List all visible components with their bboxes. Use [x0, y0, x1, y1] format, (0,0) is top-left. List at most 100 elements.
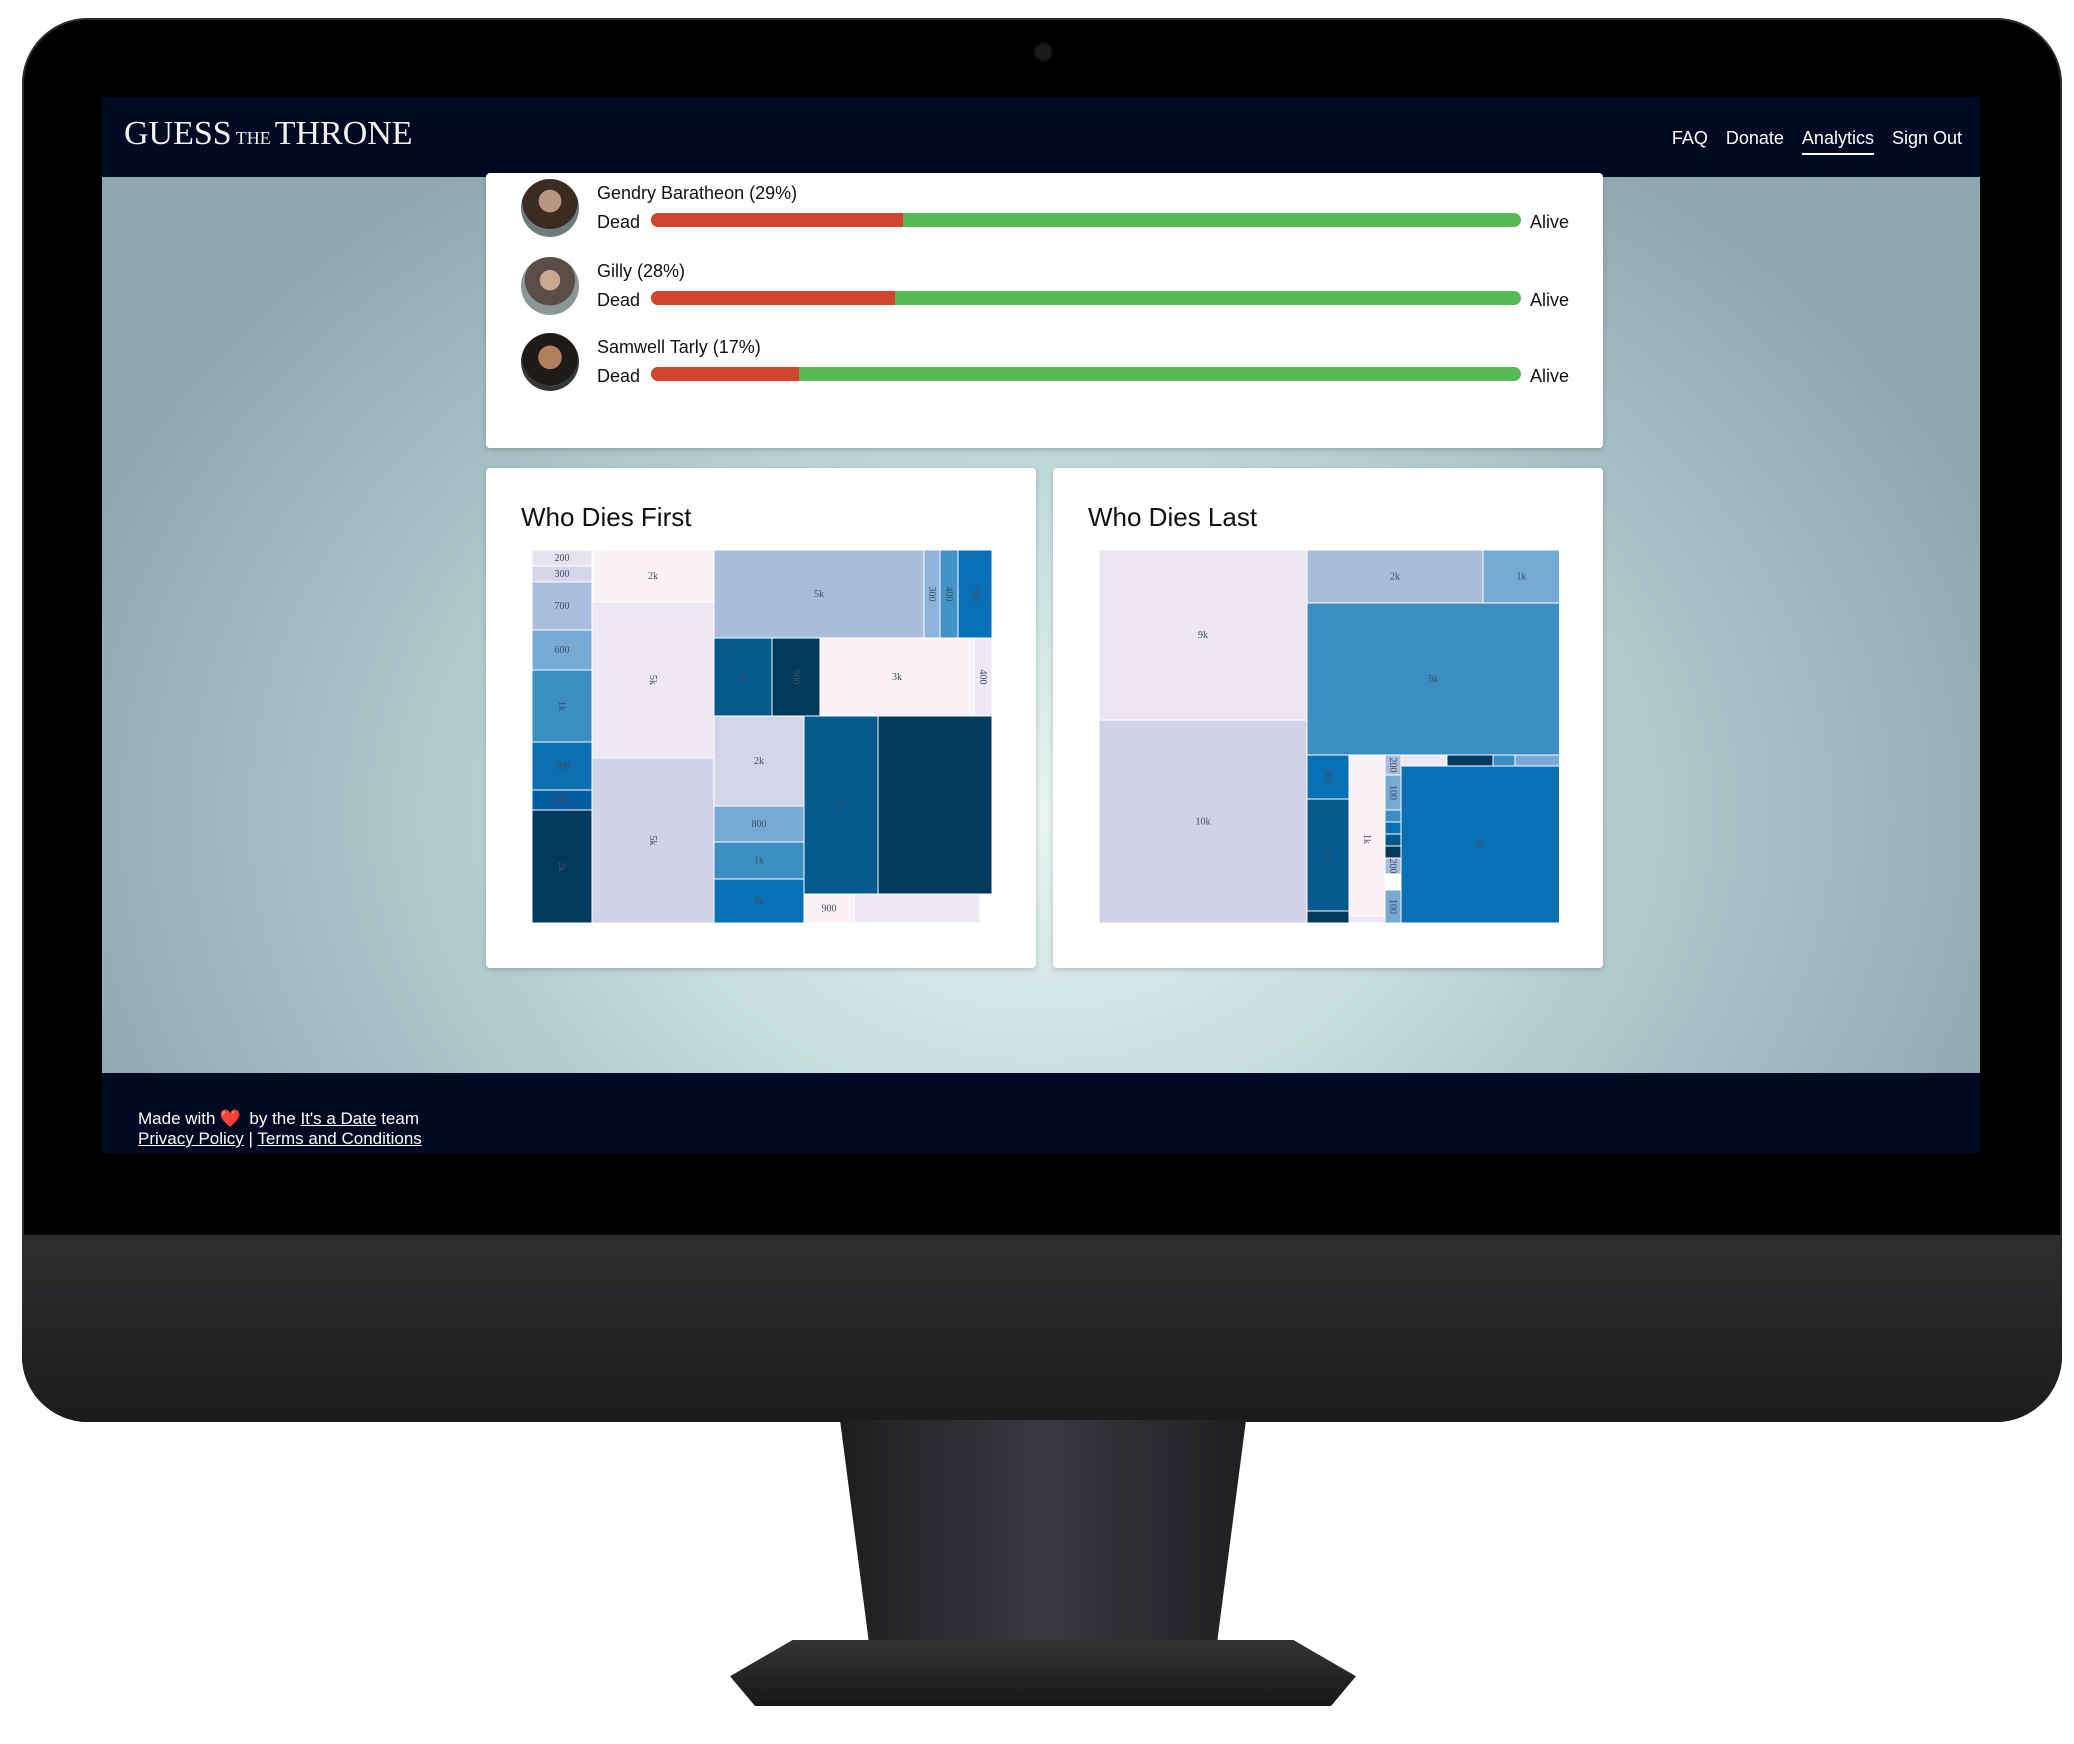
treemap-cell[interactable] — [1306, 754, 1350, 800]
footer-legal: Privacy Policy | Terms and Conditions — [138, 1129, 422, 1149]
survival-bar — [651, 213, 1521, 227]
chart-title: Who Dies Last — [1088, 502, 1258, 532]
treemap-cell[interactable] — [1306, 602, 1559, 756]
treemap-cell-label: 900 — [822, 904, 837, 915]
nav-analytics-link[interactable]: Analytics — [1801, 128, 1874, 155]
team-link[interactable]: It's a Date — [300, 1109, 377, 1128]
team-text: team — [381, 1109, 419, 1128]
treemap-cell-label: 300 — [1322, 770, 1333, 785]
navbar: GUESS THE THRONE FAQ Donate Analytics Sign… — [102, 97, 1980, 177]
treemap-cell[interactable] — [713, 841, 805, 880]
treemap-cell-label: 5k — [647, 836, 658, 846]
treemap-cell-label: 3k — [754, 896, 764, 907]
treemap-cell[interactable] — [1306, 550, 1484, 604]
dead-label: Dead — [597, 212, 641, 232]
character-row: Samwell Tarly (17%) Dead Alive — [521, 333, 1581, 397]
dead-label: Dead — [597, 366, 641, 386]
treemap-cell-label: 1k — [754, 856, 764, 867]
nav-donate-link[interactable]: Donate — [1725, 128, 1784, 148]
treemap-cell[interactable] — [1306, 798, 1350, 912]
treemap-cell[interactable] — [1348, 915, 1386, 923]
treemap-cell[interactable] — [803, 893, 855, 923]
character-name: Gendry Baratheon (29%) — [597, 183, 798, 203]
treemap-cell[interactable] — [1099, 719, 1308, 923]
screen: GUESS THE THRONE FAQ Donate Analytics Sign… — [102, 97, 1980, 1153]
treemap-cell[interactable] — [877, 715, 992, 895]
treemap-cell[interactable] — [713, 715, 805, 807]
footer-separator: | — [248, 1129, 253, 1148]
treemap-cell-label: 1k — [1517, 572, 1527, 583]
treemap-cell[interactable] — [713, 878, 805, 923]
character-name: Samwell Tarly (17%) — [597, 337, 761, 357]
character-avatar — [521, 333, 579, 391]
treemap-cell-label: 700 — [555, 601, 570, 612]
treemap-cell[interactable] — [1384, 821, 1402, 835]
treemap-cell[interactable] — [591, 601, 715, 759]
treemap-cell[interactable] — [1514, 754, 1559, 767]
treemap-cell[interactable] — [1400, 754, 1448, 767]
character-avatar — [521, 179, 579, 237]
site-logo[interactable]: GUESS THE THRONE — [124, 115, 413, 153]
survival-status-card: Gendry Baratheon (29%) Dead Alive Gilly … — [486, 173, 1603, 448]
treemap-cell-label: 800 — [752, 819, 767, 830]
treemap-cell[interactable] — [713, 550, 925, 639]
nav-links: FAQ Donate Analytics Sign Out — [1672, 128, 1962, 155]
treemap-cell-label: 2k — [556, 862, 567, 872]
logo-word-the: THE — [235, 128, 271, 148]
treemap-cell-label: 1k — [1322, 850, 1333, 860]
survival-bar — [651, 291, 1521, 305]
terms-link[interactable]: Terms and Conditions — [257, 1129, 422, 1148]
monitor-chin — [22, 1235, 2062, 1422]
dead-label: Dead — [597, 290, 641, 310]
treemap-cell[interactable] — [713, 805, 805, 843]
treemap-cell-label: 200 — [1387, 758, 1398, 773]
treemap-cell[interactable] — [1492, 754, 1516, 767]
logo-word-throne: THRONE — [274, 115, 413, 152]
treemap-cell-label: 400 — [977, 670, 988, 685]
monitor-stand — [840, 1420, 1246, 1670]
treemap-cell[interactable] — [1446, 754, 1494, 767]
treemap-cell[interactable] — [532, 741, 593, 791]
treemap-cell-label: 300 — [555, 569, 570, 580]
treemap-cell-label: 2k — [648, 571, 658, 582]
webcam-icon — [1035, 44, 1051, 60]
treemap-cell-label: 2k — [754, 756, 764, 767]
treemap-cell[interactable] — [853, 893, 981, 923]
footer: Made with ❤️ by the It's a Date team Priv… — [102, 1073, 1980, 1153]
privacy-policy-link[interactable]: Privacy Policy — [138, 1129, 244, 1148]
treemap-cell[interactable] — [1306, 910, 1350, 923]
chart-title: Who Dies First — [521, 502, 692, 532]
treemap-cell-label: 6k — [1476, 840, 1486, 851]
treemap-cell-label: 1k — [556, 701, 567, 711]
survival-bar-dead — [651, 291, 895, 305]
who-dies-first-card: Who Dies First 200 300 700 600 1k 700 300 2k 2k 5… — [486, 468, 1036, 968]
treemap-cell-label: 100 — [1387, 899, 1398, 914]
by-the-text: by the — [249, 1109, 296, 1128]
nav-sign-out-link[interactable]: Sign Out — [1891, 128, 1962, 148]
treemap-cell-label: 700 — [969, 587, 980, 602]
nav-faq-link[interactable]: FAQ — [1671, 128, 1708, 148]
treemap-cell[interactable] — [1384, 833, 1402, 847]
treemap-cell[interactable] — [1099, 550, 1308, 721]
treemap-cell[interactable] — [819, 637, 975, 717]
treemap-cell[interactable] — [803, 715, 879, 895]
treemap-cell-label: 5k — [814, 589, 824, 600]
treemap-cell-label: 9k — [1429, 674, 1439, 685]
treemap-cell[interactable] — [1482, 550, 1559, 604]
treemap-cell[interactable] — [713, 637, 773, 717]
treemap-cell-label: 5k — [835, 800, 846, 810]
logo-word-guess: GUESS — [124, 115, 232, 152]
treemap-cell-label: 100 — [1387, 785, 1398, 800]
treemap-cell[interactable] — [532, 809, 593, 923]
treemap-cell[interactable] — [1400, 765, 1559, 923]
who-dies-last-treemap: 9k 10k 2k 1k 9k 300 1k 1k 200 100 200 100 6k — [1099, 550, 1559, 923]
heart-icon: ❤️ — [219, 1109, 241, 1128]
treemap-cell-label: 900 — [790, 670, 801, 685]
treemap-cell[interactable] — [1384, 809, 1402, 823]
alive-label: Alive — [1530, 212, 1570, 232]
treemap-cell-label: 200 — [555, 553, 570, 564]
treemap-cell[interactable] — [1384, 845, 1402, 859]
treemap-cell[interactable] — [532, 629, 593, 671]
character-row: Gendry Baratheon (29%) Dead Alive — [521, 179, 1581, 243]
treemap-cell-label: 600 — [555, 645, 570, 656]
